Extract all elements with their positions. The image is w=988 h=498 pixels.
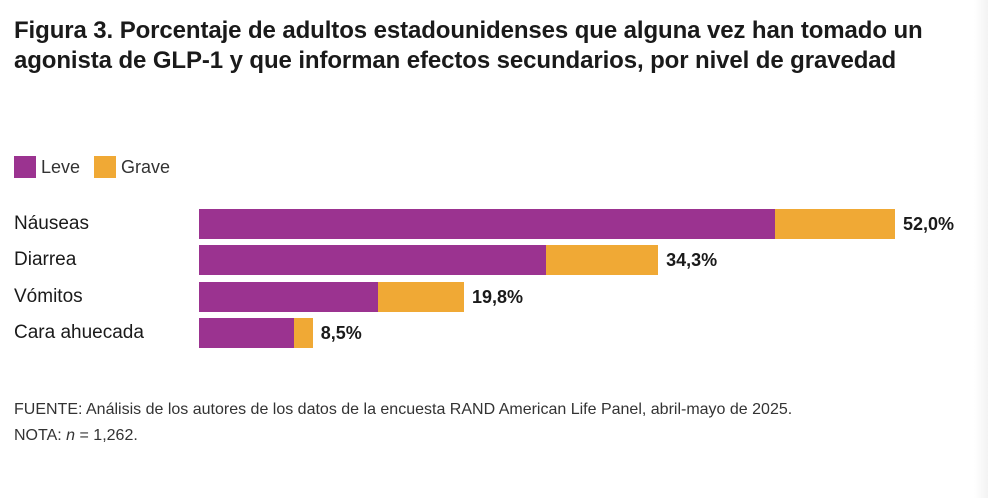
source-note: FUENTE: Análisis de los autores de los d…	[14, 401, 793, 418]
bar-total-label: 8,5%	[320, 323, 362, 343]
bar-segment-grave	[774, 209, 895, 239]
bar-total-label: 52,0%	[903, 214, 955, 234]
bar-segment-leve	[199, 318, 295, 348]
figure-title: Figura 3. Porcentaje de adultos estadoun…	[14, 16, 964, 76]
bar-segment-grave	[545, 245, 659, 275]
category-label: Cara ahuecada	[14, 322, 144, 343]
bar-segment-leve	[199, 282, 379, 312]
sample-note: NOTA: n = 1,262.	[14, 423, 792, 449]
legend-swatch-leve	[14, 156, 36, 178]
legend-label-leve: Leve	[41, 156, 81, 177]
category-label: Diarrea	[14, 249, 77, 270]
bar-segment-leve	[199, 245, 546, 275]
legend-label-grave: Grave	[121, 156, 171, 177]
note-rest: = 1,262.	[75, 427, 138, 444]
note-prefix: NOTA:	[14, 427, 67, 444]
bar-total-label: 19,8%	[472, 287, 524, 307]
figure-title-text: Porcentaje de adultos estadounidenses qu…	[14, 17, 923, 74]
legend-swatch-grave	[94, 156, 117, 178]
legend-item-grave: Grave	[94, 156, 170, 178]
note-n: n	[66, 427, 76, 444]
page-edge-shadow	[974, 0, 988, 498]
category-label: Náuseas	[14, 213, 89, 234]
bar-segment-leve	[199, 209, 775, 239]
chart-footer: FUENTE: Análisis de los autores de los d…	[14, 397, 792, 449]
category-label: Vómitos	[14, 286, 83, 307]
bar-segment-grave	[378, 282, 464, 312]
bar-total-label: 34,3%	[666, 250, 718, 270]
chart-legend: Leve Grave	[14, 156, 184, 178]
bar-segment-grave	[294, 318, 313, 348]
legend-item-leve: Leve	[14, 156, 80, 178]
figure-label: Figura 3.	[14, 17, 114, 44]
